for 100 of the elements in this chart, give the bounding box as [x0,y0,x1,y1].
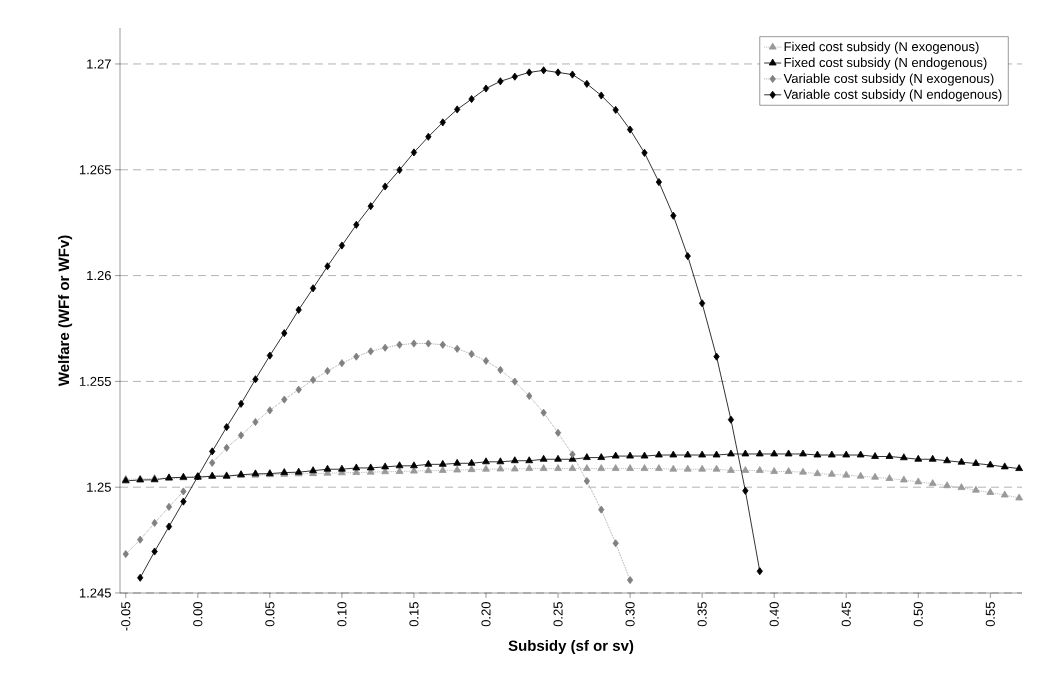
x-tick-label: 0.40 [769,602,779,627]
y-tick-label: 1.26 [87,270,111,281]
point [309,375,317,384]
point [583,79,590,88]
point [324,367,331,376]
point [151,547,158,556]
point [569,450,576,459]
point [511,377,518,386]
point [237,399,245,408]
point [699,299,706,308]
point [482,356,490,365]
point [626,125,634,134]
point [583,477,590,486]
point [410,148,418,157]
point [569,70,576,79]
point [122,550,129,559]
legend-label: Fixed cost subsidy (N exogenous) [784,41,979,54]
legend-label: Variable cost subsidy (N endogenous) [783,89,1002,102]
point [598,505,605,514]
point [367,202,374,211]
point [209,447,216,456]
point [454,344,461,353]
point [612,539,619,548]
point [281,395,288,404]
point [180,497,187,506]
point [727,415,735,424]
point [454,105,461,114]
point [396,340,403,349]
x-tick-label: 0.35 [697,602,707,627]
point [137,535,144,544]
point [468,350,475,359]
point [540,66,547,75]
point [180,487,187,496]
point [266,351,273,360]
point [425,132,432,141]
point [526,68,533,77]
point [626,576,634,585]
x-tick-label: 0.45 [841,602,851,627]
x-tick-label: 0.10 [337,602,347,627]
x-tick-label: 0.15 [409,602,419,627]
point [468,95,475,104]
point [713,352,720,361]
y-tick-label: 1.245 [79,588,111,598]
point [511,72,518,81]
y-tick-label: 1.25 [87,482,111,492]
point [165,522,173,531]
x-tick-label: -0.05 [121,602,131,631]
x-tick-label: 0.55 [985,602,995,627]
point [554,68,562,77]
x-tick-label: 0.20 [481,602,491,627]
point [266,406,273,415]
point [382,182,389,191]
x-axis-title: Subsidy (sf or sv) [508,639,634,654]
point [252,418,259,427]
point [526,391,533,400]
point [655,178,663,187]
y-axis-title: Welfare (WFf or WFv) [58,235,73,387]
point [382,343,389,352]
point [295,385,302,394]
point [482,84,490,93]
point [223,423,230,432]
point [425,339,432,348]
y-tick-label: 1.255 [79,376,111,386]
point [497,77,504,86]
point [338,241,345,250]
point [396,165,403,174]
point [223,443,230,452]
point [540,408,547,417]
point [684,252,691,261]
x-tick-label: 0.30 [625,602,635,627]
point [439,340,446,349]
point [612,105,619,114]
x-tick-label: 0.05 [265,602,275,627]
point [554,428,562,437]
x-tick-label: 0.50 [913,602,923,627]
point [252,375,259,384]
x-tick-label: 0.25 [553,602,563,627]
point [137,573,144,582]
y-tick-label: 1.27 [87,59,111,69]
point [353,352,360,361]
point [309,284,317,293]
point [670,211,677,220]
point [742,486,749,495]
point [353,220,360,229]
point [151,518,158,527]
point [165,502,173,511]
point [338,359,345,368]
legend-label: Fixed cost subsidy (N endogenous) [784,57,987,70]
x-tick-label: 0.00 [193,602,203,627]
point [641,148,648,157]
point [367,347,374,356]
point [598,91,605,100]
y-tick-label: 1.265 [79,165,111,175]
point [756,567,763,576]
point [209,458,216,467]
point [295,305,302,314]
legend-label: Variable cost subsidy (N exogenous) [783,73,994,86]
point [281,329,288,338]
point [237,431,245,440]
point [324,262,331,271]
